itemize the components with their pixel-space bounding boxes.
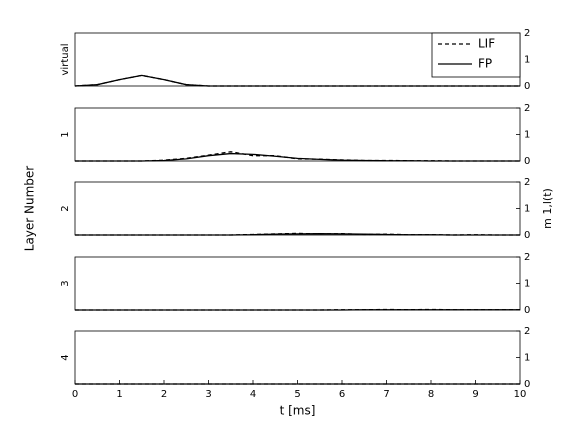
y-tick-label: 2 [524, 326, 530, 337]
y-tick-label: 1 [524, 279, 530, 290]
panel-frame [74, 330, 521, 385]
panel-frame [74, 256, 521, 311]
panel-label: 1 [60, 131, 71, 137]
x-tick-label: 10 [514, 389, 527, 400]
panel-label: 2 [60, 205, 71, 211]
y-tick-label: 1 [524, 353, 530, 364]
legend-label: FP [478, 57, 492, 71]
x-tick-label: 9 [472, 389, 478, 400]
panel-label: 4 [60, 354, 71, 360]
series-line [75, 152, 520, 162]
series-line [75, 151, 520, 162]
y-tick-label: 0 [524, 305, 530, 316]
series-line [74, 74, 520, 87]
y-axis-label: Layer Number [23, 166, 37, 252]
y-tick-label: 2 [524, 28, 530, 39]
panel-frame [74, 181, 521, 236]
x-tick-label: 5 [294, 389, 300, 400]
y-tick-label: 2 [524, 177, 530, 188]
y-tick-label: 2 [524, 252, 530, 263]
legend-box [431, 32, 521, 78]
x-tick-label: 8 [428, 389, 434, 400]
x-axis-label: t [ms] [280, 404, 316, 418]
y-tick-label: 0 [524, 81, 530, 92]
x-tick-label: 6 [339, 389, 345, 400]
y2-axis-label: m 1,l(t) [541, 188, 554, 229]
x-tick-label: 2 [161, 389, 167, 400]
x-tick-label: 1 [116, 389, 122, 400]
y-tick-label: 1 [524, 204, 530, 215]
y-tick-label: 1 [524, 130, 530, 141]
y-tick-label: 1 [524, 55, 530, 66]
y-tick-label: 0 [524, 379, 530, 390]
x-tick-label: 3 [205, 389, 211, 400]
x-tick-label: 7 [383, 389, 389, 400]
y-tick-label: 2 [524, 103, 530, 114]
panel-label: virtual [60, 44, 71, 76]
x-tick-label: 4 [250, 389, 256, 400]
series-line [75, 233, 520, 236]
x-tick-label: 0 [72, 389, 78, 400]
panel-frame [74, 107, 521, 162]
y-tick-label: 0 [524, 230, 530, 241]
panel-label: 3 [60, 280, 71, 286]
legend-label: LIF [478, 37, 495, 51]
y-tick-label: 0 [524, 156, 530, 167]
